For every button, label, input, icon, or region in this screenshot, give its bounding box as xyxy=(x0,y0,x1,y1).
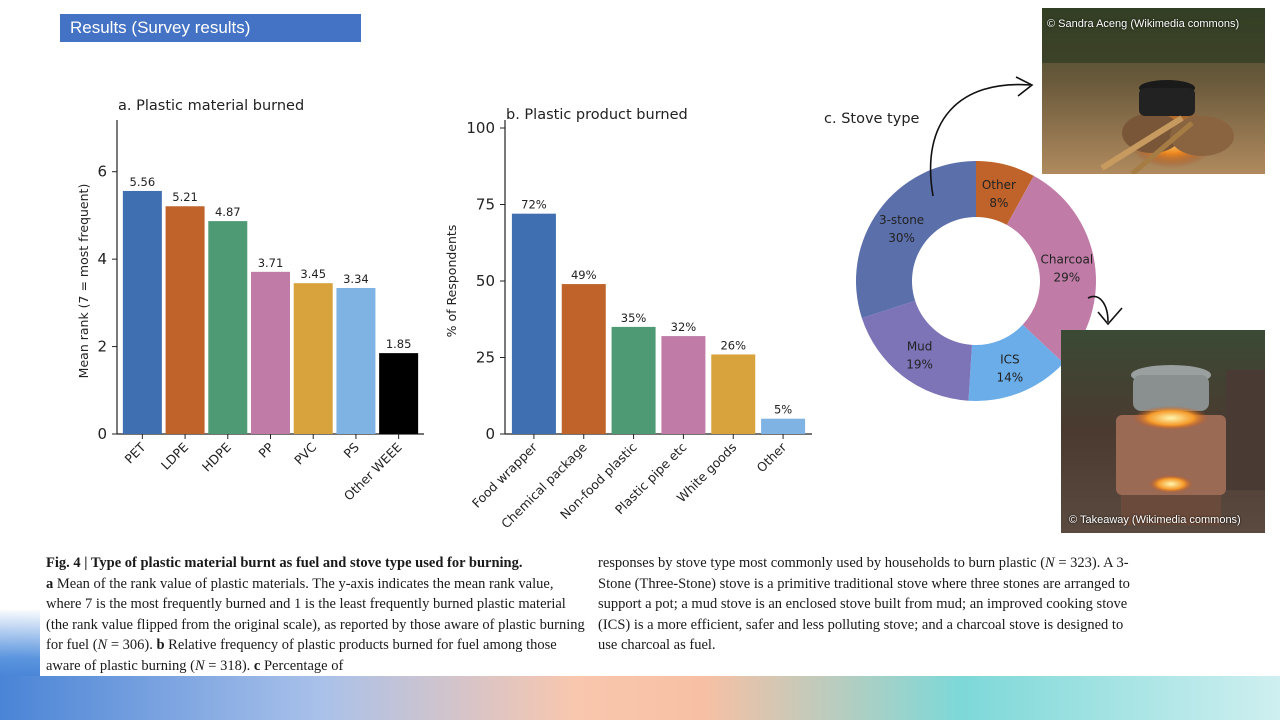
y-tick-label: 6 xyxy=(97,163,107,181)
bar-value-label: 72% xyxy=(521,198,547,212)
y-axis-label: Mean rank (7 = most frequent) xyxy=(76,184,91,379)
footer-gradient-bar xyxy=(0,676,1280,720)
chart-title: a. Plastic material burned xyxy=(118,98,304,114)
donut-slice-label: ICS xyxy=(1000,353,1020,367)
donut-slice xyxy=(1006,175,1096,364)
three-stone-stove-photo: © Sandra Aceng (Wikimedia commons) xyxy=(1042,8,1265,174)
y-axis-label: % of Respondents xyxy=(444,225,459,338)
y-tick-label: 4 xyxy=(97,250,107,268)
bar xyxy=(711,354,756,434)
donut-slice xyxy=(976,161,1034,225)
donut-slice-label: 3-stone xyxy=(879,213,924,227)
donut-slice-label: Other xyxy=(982,178,1016,192)
caption-b-text-1: Relative frequency of plastic products b… xyxy=(46,637,557,674)
bar-value-label: 5.21 xyxy=(172,190,198,204)
bar xyxy=(511,213,556,434)
bar xyxy=(379,353,419,434)
donut-slice-value: 19% xyxy=(906,358,933,372)
donut-slice xyxy=(861,300,972,401)
charcoal-stove-photo: © Takeaway (Wikimedia commons) xyxy=(1061,330,1265,533)
bar xyxy=(251,271,290,434)
arrow-head-top xyxy=(1015,76,1034,97)
donut-slice-value: 30% xyxy=(888,231,915,245)
top-photo-credit: © Sandra Aceng (Wikimedia commons) xyxy=(1047,18,1240,30)
bar-value-label: 49% xyxy=(571,268,597,282)
caption-b-text-2: = 318). xyxy=(204,657,254,674)
caption-c-text-1: Percentage of xyxy=(260,657,344,674)
caption-a-text-1: Mean of the rank value of plastic materi… xyxy=(46,575,585,654)
y-tick-label: 2 xyxy=(97,338,107,356)
donut-slice-label: Charcoal xyxy=(1041,253,1094,267)
bar xyxy=(661,336,706,434)
bar xyxy=(561,284,606,434)
bar xyxy=(122,190,162,434)
bar xyxy=(611,326,656,434)
caption-right-2: = 323). A 3-Stone (Three-Stone) stove is… xyxy=(598,555,1130,653)
bar-value-label: 4.87 xyxy=(215,205,241,219)
bar-value-label: 3.45 xyxy=(300,267,326,281)
bottom-photo-credit: © Takeaway (Wikimedia commons) xyxy=(1069,514,1241,526)
arrow-to-top-photo xyxy=(929,83,1031,197)
bar-value-label: 3.34 xyxy=(343,272,369,286)
bar xyxy=(761,418,806,434)
bar-value-label: 3.71 xyxy=(258,256,284,270)
caption-n-b: N xyxy=(194,657,205,674)
caption-n-a: N xyxy=(97,637,108,653)
arrow-to-bottom-photo xyxy=(1087,295,1109,323)
bar xyxy=(165,206,205,434)
caption-a-label: a xyxy=(46,575,54,592)
caption-background xyxy=(40,546,1280,676)
donut-slice-value: 8% xyxy=(989,196,1008,210)
y-tick-label: 100 xyxy=(466,119,495,137)
bar-value-label: 26% xyxy=(720,338,746,352)
caption-a-text-2: = 306). xyxy=(107,637,157,653)
caption-fig-label: Fig. 4 | Type of plastic material burnt … xyxy=(46,555,523,571)
arrow-head-bottom xyxy=(1097,307,1123,326)
bar xyxy=(208,221,248,434)
bar-value-label: 5% xyxy=(774,403,792,417)
charcoal-stove-image xyxy=(1061,330,1265,533)
figure-caption-right: responses by stove type most commonly us… xyxy=(598,553,1138,656)
bar-value-label: 35% xyxy=(621,311,647,325)
y-tick-label: 0 xyxy=(97,425,107,443)
three-stone-stove-image xyxy=(1042,8,1265,174)
bar-value-label: 32% xyxy=(671,320,697,334)
caption-b-label: b xyxy=(156,637,165,653)
slide-title-banner: Results (Survey results) xyxy=(60,14,361,42)
y-tick-label: 25 xyxy=(476,349,495,367)
donut-slice-label: Mud xyxy=(907,340,933,354)
donut-slice-value: 14% xyxy=(997,371,1024,385)
bar xyxy=(293,283,333,434)
bar-value-label: 5.56 xyxy=(130,175,156,189)
y-tick-label: 0 xyxy=(485,425,495,443)
donut-slice xyxy=(968,324,1064,402)
caption-c-label: c xyxy=(253,657,261,674)
donut-slice-value: 29% xyxy=(1054,271,1081,285)
chart-title: c. Stove type xyxy=(824,111,920,127)
y-tick-label: 75 xyxy=(476,196,495,214)
y-tick-label: 50 xyxy=(476,272,495,290)
bar xyxy=(336,287,376,434)
figure-caption-left: Fig. 4 | Type of plastic material burnt … xyxy=(46,553,586,676)
chart-title: b. Plastic product burned xyxy=(506,107,688,123)
caption-n-c: N xyxy=(1045,555,1055,571)
donut-slice xyxy=(855,161,976,319)
caption-right-1: responses by stove type most commonly us… xyxy=(598,555,1046,571)
bar-value-label: 1.85 xyxy=(386,337,412,351)
